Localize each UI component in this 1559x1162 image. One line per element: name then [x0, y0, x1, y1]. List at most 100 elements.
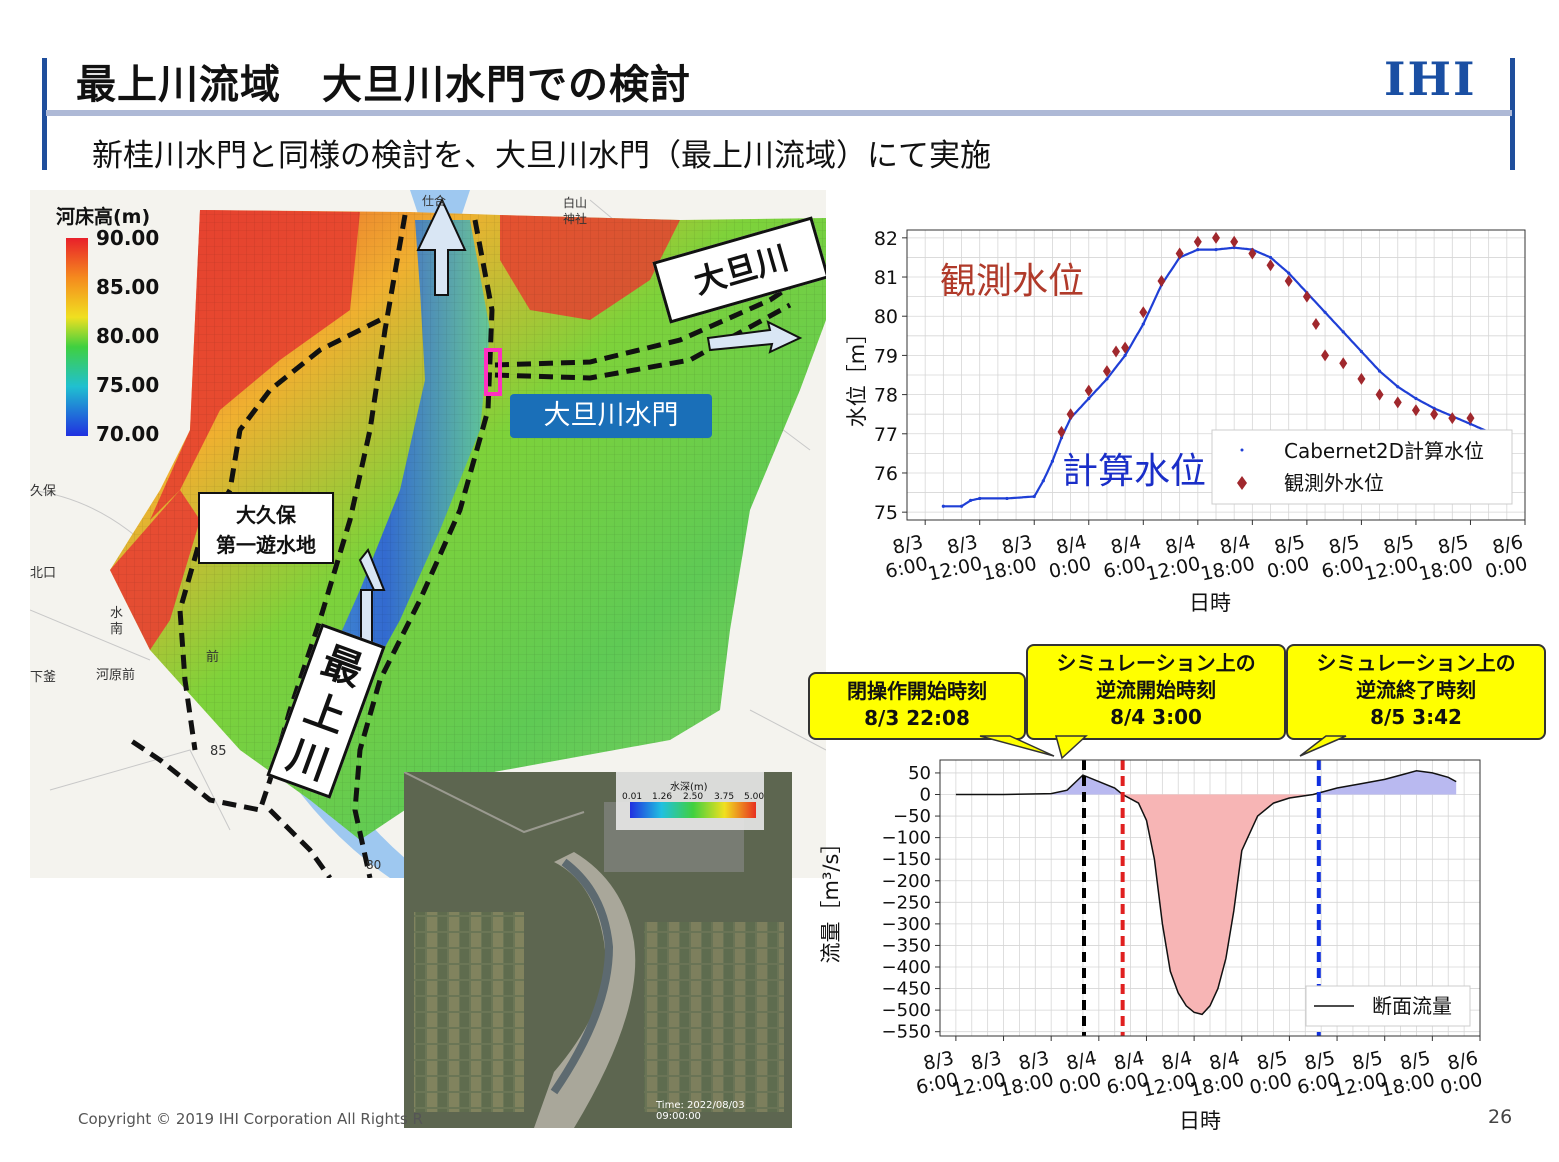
- calc-point: [1359, 349, 1364, 354]
- calc-point: [978, 496, 982, 501]
- obs-point: [1375, 388, 1384, 401]
- obs-point: [1339, 357, 1348, 370]
- calc-point: [1005, 496, 1009, 501]
- obs-point: [1311, 318, 1320, 331]
- water-level-xlabel: 日時: [1189, 591, 1231, 615]
- obs-point: [1302, 290, 1311, 303]
- obs-point: [1321, 349, 1330, 362]
- discharge-plot-frame: [939, 759, 1481, 1037]
- x-tick-time: 12:00: [1144, 553, 1202, 586]
- copyright: Copyright © 2019 IHI Corporation All Rig…: [78, 1110, 423, 1128]
- y-tick-label: 80: [874, 306, 898, 328]
- y-tick-label: 82: [874, 228, 898, 250]
- calc-series-line: [943, 246, 1497, 508]
- obs-point: [1266, 259, 1275, 272]
- calc-point: [1123, 353, 1127, 358]
- x-tick-label: 8/312:00: [926, 531, 984, 586]
- obs-point: [1430, 408, 1439, 421]
- header-right-bar: [1510, 58, 1515, 170]
- x-tick-label: 8/46:00: [1102, 531, 1148, 583]
- discharge-line: [955, 770, 1457, 1016]
- callout-close-start-line1: 閉操作開始時刻: [847, 679, 987, 703]
- obs-point: [1157, 274, 1166, 287]
- obs-point: [1448, 412, 1457, 425]
- depth-legend-tick: 3.75: [714, 792, 735, 802]
- x-tick-label: 8/60:00: [1438, 1047, 1484, 1099]
- obs-point: [1411, 404, 1420, 417]
- calc-point: [1287, 271, 1291, 275]
- x-tick-label: 8/412:00: [1140, 1047, 1198, 1101]
- gate-label: 大旦川水門: [510, 394, 712, 438]
- depth-legend-tick: 2.50: [683, 792, 704, 802]
- page-title: 最上川流域 大旦川水門での検討: [76, 62, 691, 108]
- x-tick-time: 12:00: [926, 553, 984, 586]
- place-label: 白山: [563, 196, 588, 210]
- retention-basin-label: 大久保 第一遊水地: [198, 492, 334, 564]
- page-number: 26: [1488, 1106, 1513, 1128]
- callout-reverse-start-line1: シミュレーション上の: [1056, 651, 1256, 675]
- obs-point: [1084, 384, 1093, 397]
- elevation-legend-tick: 90.00: [96, 226, 160, 250]
- x-tick-time: 18:00: [1379, 1069, 1437, 1102]
- x-tick-time: 6:00: [1102, 553, 1148, 583]
- x-tick-label: 8/56:00: [1320, 531, 1366, 583]
- obs-point: [1284, 274, 1293, 287]
- x-tick-label: 8/318:00: [981, 531, 1039, 586]
- flow-arrow-odan: [706, 320, 803, 354]
- callout-reverse-start-line3: 8/4 3:00: [1110, 705, 1202, 729]
- elevation-legend-title: 河床高(m): [56, 206, 151, 228]
- x-tick-label: 8/50:00: [1248, 1047, 1294, 1099]
- y-tick-label: 77: [874, 424, 898, 446]
- water-level-plot-frame: [906, 229, 1526, 521]
- x-tick-label: 8/36:00: [883, 531, 929, 583]
- discharge-ylabel: 流量［m³/s］: [819, 833, 843, 964]
- discharge-xlabel: 日時: [1179, 1109, 1221, 1133]
- depth-legend-tick: 5.00: [744, 792, 765, 802]
- y-tick-label: 79: [874, 345, 898, 367]
- satellite-svg: [404, 772, 792, 1128]
- flow-arrow-mogami: [346, 548, 386, 651]
- obs-point: [1193, 235, 1202, 248]
- elevation-legend-tick: 75.00: [96, 373, 160, 397]
- x-tick-time: 18:00: [981, 553, 1039, 586]
- place-label: 河原前: [96, 668, 136, 683]
- calc-point: [1323, 310, 1327, 314]
- y-tick-label: 0: [920, 785, 931, 806]
- elevation-legend-bar: [66, 238, 88, 436]
- x-tick-time: 12:00: [1362, 553, 1420, 586]
- calc-point: [1141, 322, 1145, 326]
- callout-reverse-end-line3: 8/5 3:42: [1370, 705, 1462, 729]
- obs-point: [1102, 365, 1111, 378]
- elevation-legend-tick: 70.00: [96, 422, 160, 446]
- calc-point: [1414, 396, 1418, 401]
- obs-point: [1393, 396, 1402, 409]
- calc-point: [1214, 247, 1218, 252]
- x-tick-label: 8/512:00: [1362, 531, 1420, 586]
- calc-point: [1041, 479, 1045, 483]
- place-label: 前: [206, 650, 220, 665]
- y-tick-label: −350: [882, 935, 931, 956]
- y-tick-label: −550: [882, 1022, 931, 1043]
- depth-legend-bar: [630, 802, 756, 818]
- depth-legend-tick: 1.26: [652, 792, 673, 802]
- y-tick-label: 81: [874, 267, 898, 289]
- callout-close-start-line2: 8/3 22:08: [864, 706, 970, 730]
- x-tick-time: 0:00: [1265, 553, 1311, 583]
- obs-point: [1066, 408, 1075, 421]
- place-label: 80: [366, 858, 382, 872]
- calc-point: [1050, 459, 1055, 463]
- obs-point: [1112, 345, 1121, 358]
- x-tick-label: 8/40:00: [1047, 531, 1093, 583]
- discharge-legend-label: 断面流量: [1372, 994, 1452, 1018]
- header-left-bar: [42, 58, 47, 170]
- retention-basin-label-line2: 第一遊水地: [216, 533, 316, 557]
- y-tick-label: −400: [882, 957, 931, 978]
- y-tick-label: −50: [893, 806, 931, 827]
- y-tick-label: −250: [882, 892, 931, 913]
- legend-obs-marker: [1237, 476, 1247, 490]
- water-level-y-ticks: 75 76 77 78 79 80 81 82: [874, 228, 907, 524]
- discharge-y-ticks: 500−50−100−150−200−250−300−350−400−450−5…: [882, 763, 940, 1043]
- y-tick-label: −200: [882, 871, 931, 892]
- place-label: 神社: [563, 212, 588, 226]
- obs-point: [1466, 412, 1475, 425]
